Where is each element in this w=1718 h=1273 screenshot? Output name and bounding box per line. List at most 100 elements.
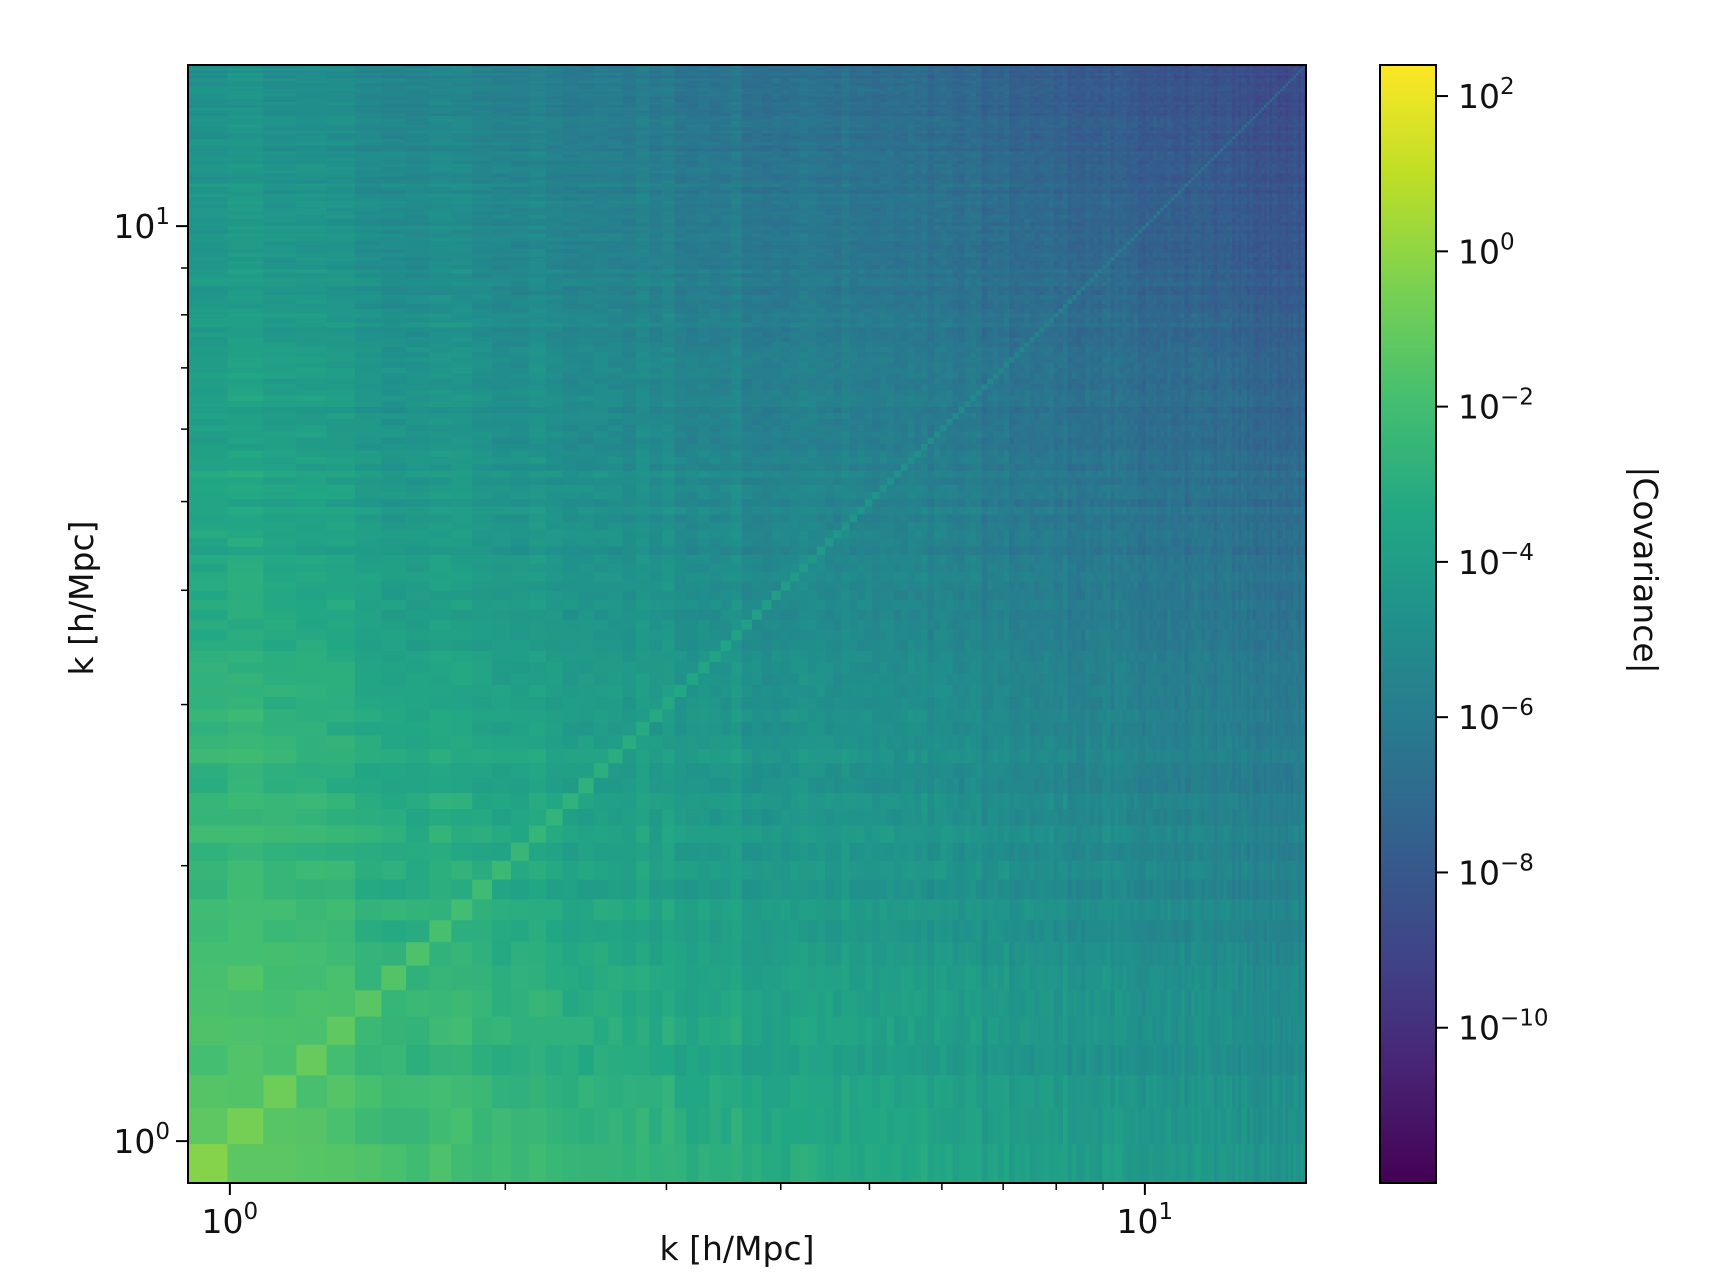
heatmap-cell: [563, 222, 579, 226]
heatmap-cell: [188, 193, 228, 197]
heatmap-cell: [662, 1108, 675, 1145]
heatmap-cell: [662, 640, 675, 651]
heatmap-cell: [263, 581, 297, 591]
heatmap-cell: [594, 1144, 609, 1184]
heatmap-cell: [636, 484, 650, 492]
heatmap-cell: [327, 347, 356, 353]
heatmap-cell: [227, 581, 264, 591]
heatmap-cell: [296, 237, 327, 241]
heatmap-cell: [781, 763, 791, 778]
heatmap-cell: [381, 412, 406, 419]
heatmap-cell: [731, 661, 742, 673]
heatmap-cell: [687, 260, 699, 265]
heatmap-cell: [731, 538, 742, 547]
heatmap-cell: [636, 395, 650, 401]
heatmap-cell: [578, 303, 594, 308]
heatmap-diagonal-cell: [721, 640, 732, 651]
heatmap-cell: [772, 581, 782, 591]
heatmap-cell: [731, 735, 742, 749]
heatmap-cell: [636, 362, 650, 368]
heatmap-cell: [675, 619, 688, 630]
heatmap-cell: [710, 294, 722, 299]
heatmap-cell: [662, 337, 675, 343]
heatmap-cell: [649, 546, 662, 555]
heatmap-cell: [563, 514, 579, 522]
heatmap-cell: [698, 233, 710, 237]
heatmap-cell: [563, 506, 579, 514]
heatmap-cell: [762, 437, 772, 444]
heatmap-cell: [710, 418, 722, 425]
heatmap-cell: [529, 722, 547, 736]
heatmap-cell: [511, 661, 530, 673]
heatmap-cell: [772, 793, 782, 809]
heatmap-cell: [649, 965, 662, 990]
heatmap-cell: [762, 337, 772, 343]
heatmap-cell: [698, 269, 710, 274]
heatmap-cell: [327, 499, 356, 507]
heatmap-cell: [687, 225, 699, 229]
heatmap-diagonal-cell: [451, 899, 472, 920]
heatmap-cell: [511, 763, 530, 778]
heatmap-cell: [742, 431, 753, 438]
heatmap-cell: [594, 204, 609, 208]
heatmap-cell: [698, 899, 710, 920]
heatmap-cell: [608, 237, 623, 241]
heatmap-cell: [451, 581, 472, 591]
heatmap-cell: [636, 1108, 650, 1145]
heatmap-cell: [608, 530, 623, 539]
heatmap-cell: [636, 269, 650, 274]
heatmap-cell: [675, 1075, 688, 1109]
heatmap-cell: [623, 450, 637, 457]
heatmap-cell: [687, 277, 699, 282]
heatmap-cell: [731, 273, 742, 278]
heatmap-cell: [296, 443, 327, 450]
heatmap-cell: [563, 842, 579, 861]
heatmap-cell: [296, 749, 327, 764]
heatmap-cell: [381, 825, 406, 843]
heatmap-cell: [327, 290, 356, 295]
heatmap-cell: [721, 879, 732, 899]
heatmap-cell: [492, 256, 511, 261]
heatmap-cell: [296, 619, 327, 630]
heatmap-cell: [188, 190, 228, 194]
heatmap-cell: [355, 303, 382, 308]
heatmap-cell: [227, 684, 264, 697]
heatmap-cell: [710, 1108, 722, 1145]
heatmap-cell: [662, 347, 675, 353]
heatmap-cell: [529, 920, 547, 943]
heatmap-cell: [492, 554, 511, 563]
heatmap-cell: [762, 563, 772, 572]
heatmap-cell: [578, 327, 594, 332]
heatmap-cell: [563, 590, 579, 600]
heatmap-diagonal-cell: [355, 990, 382, 1017]
heatmap-cell: [772, 337, 782, 343]
heatmap-cell: [355, 352, 382, 358]
heatmap-cell: [762, 530, 772, 539]
heatmap-cell: [546, 506, 563, 514]
heatmap-cell: [511, 735, 530, 749]
heatmap-cell: [296, 965, 327, 990]
heatmap-cell: [188, 237, 228, 241]
heatmap-cell: [227, 1075, 264, 1109]
heatmap-cell: [675, 1016, 688, 1045]
heatmap-cell: [355, 200, 382, 204]
heatmap-cell: [511, 200, 530, 204]
heatmap-cell: [578, 431, 594, 438]
heatmap-cell: [762, 696, 772, 709]
heatmap-cell: [227, 749, 264, 764]
heatmap-cell: [649, 763, 662, 778]
heatmap-cell: [698, 265, 710, 270]
heatmap-cell: [511, 879, 530, 899]
heatmap-cell: [623, 303, 637, 308]
heatmap-cell: [608, 225, 623, 229]
heatmap-cell: [710, 722, 722, 736]
heatmap-cell: [594, 546, 609, 555]
heatmap-cell: [721, 294, 732, 299]
heatmap-cell: [529, 793, 547, 809]
heatmap-cell: [406, 347, 430, 353]
heatmap-cell: [263, 842, 297, 861]
heatmap-cell: [511, 491, 530, 499]
heatmap-cell: [742, 899, 753, 920]
heatmap-cell: [731, 749, 742, 764]
heatmap-cell: [649, 1016, 662, 1045]
